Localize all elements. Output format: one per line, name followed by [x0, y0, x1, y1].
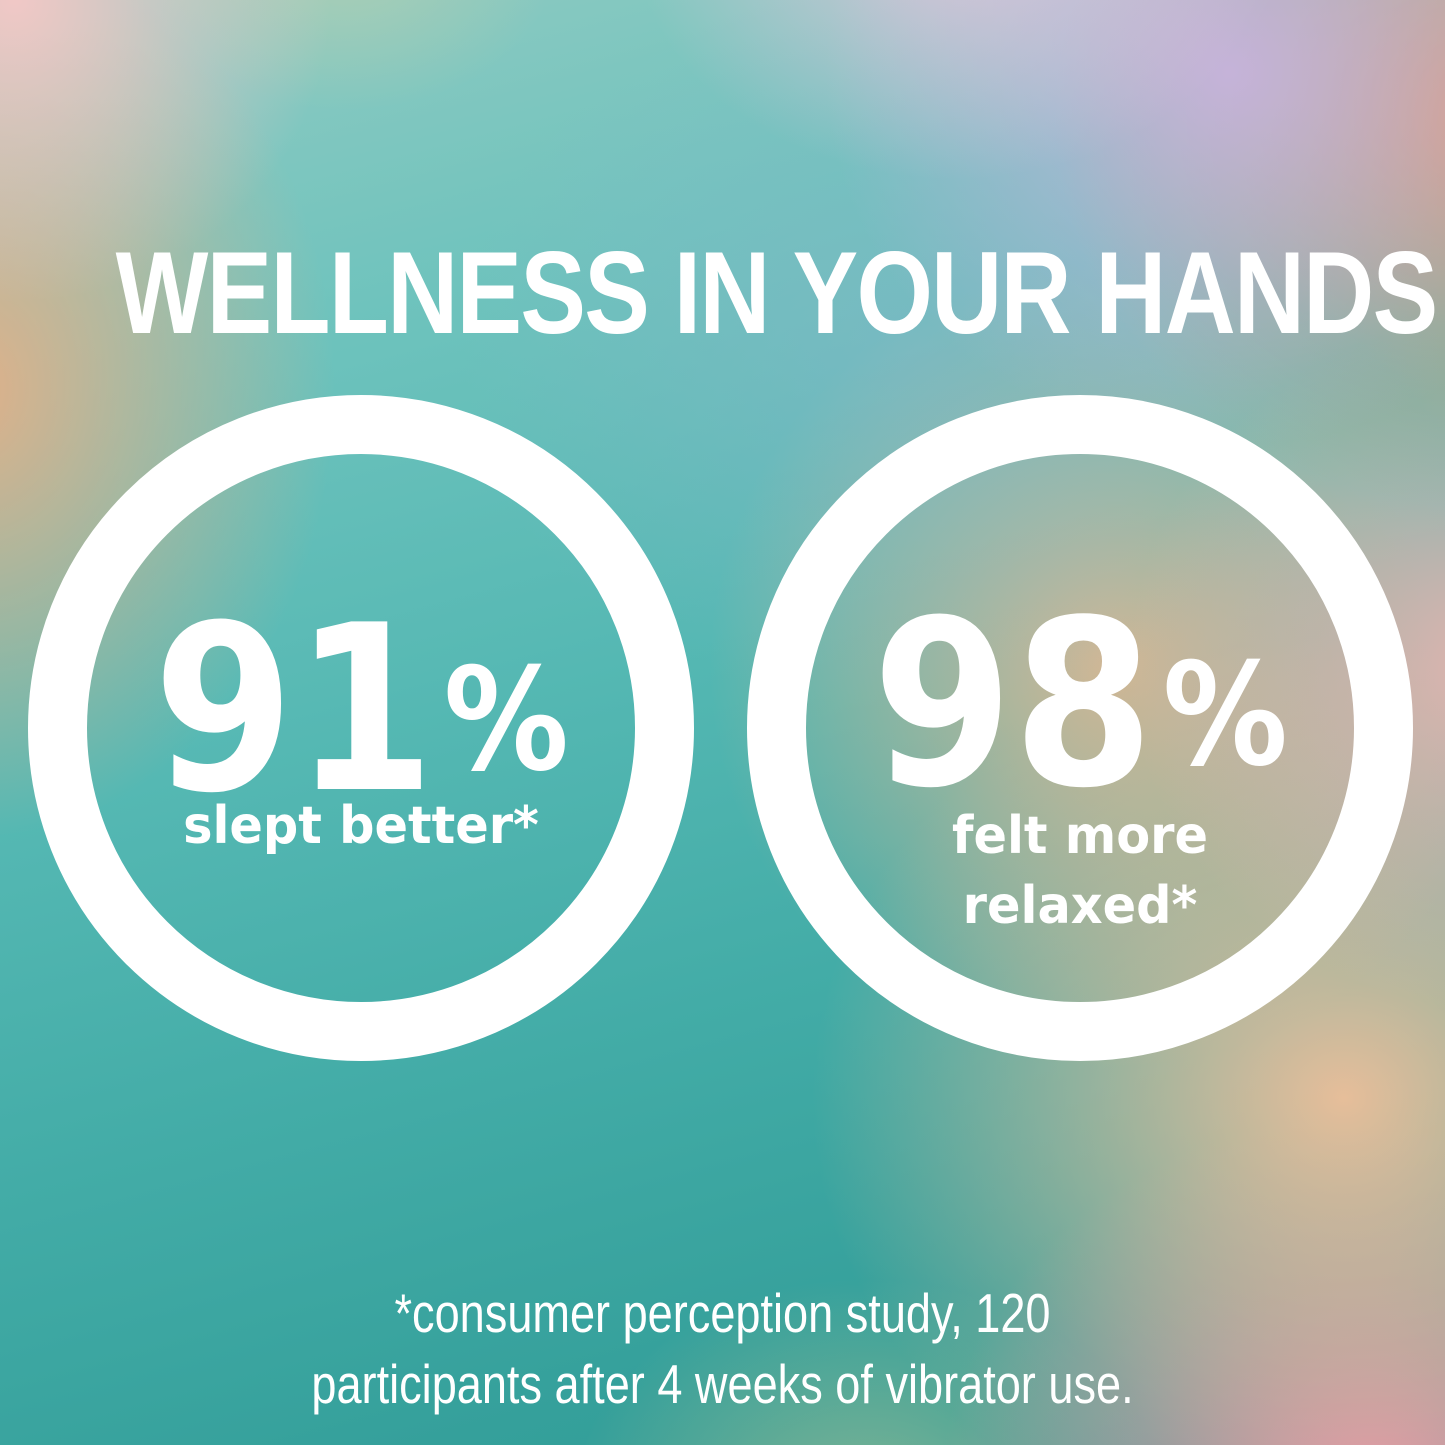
footnote: *consumer perception study, 120 particip… — [130, 1278, 1315, 1420]
stat-left-number: 91% — [68, 596, 654, 826]
footnote-line-1: *consumer perception study, 120 — [394, 1282, 1051, 1344]
stat-right-value: 98 — [872, 572, 1154, 839]
stat-right-number: 98% — [787, 591, 1373, 821]
stat-right-label-line-1: felt more — [951, 806, 1209, 866]
stat-right-percent-sign: % — [1162, 633, 1288, 798]
page-title: WELLNESS IN YOUR HANDS — [115, 227, 1439, 358]
stat-right-label-line-2: relaxed* — [962, 876, 1198, 937]
footnote-line-2: participants after 4 weeks of vibrator u… — [311, 1353, 1134, 1415]
stat-right-label: felt more relaxed* — [764, 801, 1397, 941]
stat-left-value: 91 — [153, 577, 435, 844]
stat-left-label: slept better* — [183, 796, 539, 856]
stat-left-percent-sign: % — [443, 638, 569, 803]
stat-left: 91% slept better* — [28, 395, 694, 1061]
stat-right: 98% felt more relaxed* — [747, 395, 1413, 1061]
